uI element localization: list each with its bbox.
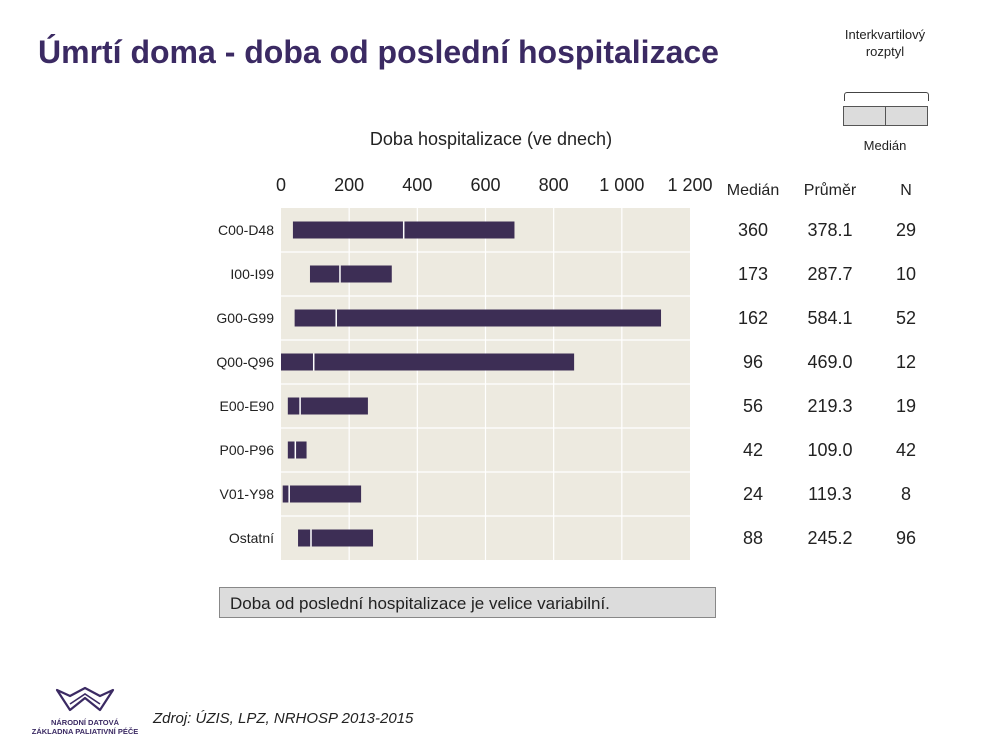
logo-icon [55,686,115,712]
stats-cell-mean: 287.7 [807,264,853,284]
stats-cell-n: 19 [895,396,917,416]
stats-cell-median: 162 [737,308,769,328]
logo: NÁRODNÍ DATOVÁ ZÁKLADNA PALIATIVNÍ PÉČE [30,684,140,744]
category-label: C00-D48 [218,222,274,238]
page-title: Úmrtí doma - doba od poslední hospitaliz… [38,34,719,70]
legend-median-label: Medián [863,138,907,153]
stats-cell-median: 24 [742,484,764,504]
logo-line2: ZÁKLADNA PALIATIVNÍ PÉČE [31,727,139,736]
logo-line1: NÁRODNÍ DATOVÁ [50,718,120,727]
stats-header-median: Medián [726,182,780,199]
stats-cell-n: 96 [895,528,917,548]
iqr-bar [281,353,575,371]
category-label: I00-I99 [230,266,274,282]
stats-cell-mean: 469.0 [807,352,853,372]
x-tick-label: 200 [334,175,364,195]
legend-iqr-label: Interkvartilový rozptyl [830,26,940,60]
source-note: Zdroj: ÚZIS, LPZ, NRHOSP 2013-2015 [153,710,414,727]
stats-cell-n: 12 [895,352,917,372]
stats-cell-n: 10 [895,264,917,284]
category-label: V01-Y98 [220,486,275,502]
x-tick-label: 0 [276,175,286,195]
legend-iqr-line2: rozptyl [865,44,905,59]
chart-legend: Interkvartilový rozptyl Medián [830,22,940,153]
category-label: Ostatní [229,530,274,546]
stats-cell-median: 96 [742,352,764,372]
x-tick-label: 400 [402,175,432,195]
x-tick-label: 600 [470,175,500,195]
stats-cell-n: 42 [895,440,917,460]
x-tick-label: 1 000 [599,175,644,195]
legend-bracket [844,92,929,101]
iqr-bar [294,309,662,327]
note-box: Doba od poslední hospitalizace je velice… [219,587,716,618]
category-label: Q00-Q96 [216,354,274,370]
x-tick-label: 800 [539,175,569,195]
iqr-bar [287,441,307,459]
stats-cell-mean: 219.3 [807,396,853,416]
stats-cell-median: 173 [737,264,769,284]
iqr-bar [282,485,362,503]
category-label: E00-E90 [220,398,275,414]
stats-header-n: N [900,182,912,199]
stats-cell-median: 42 [742,440,764,460]
stats-cell-n: 8 [900,484,911,504]
category-label: P00-P96 [220,442,275,458]
stats-cell-mean: 378.1 [807,220,853,240]
stats-cell-mean: 584.1 [807,308,853,328]
stats-cell-n: 52 [895,308,917,328]
stats-cell-mean: 245.2 [807,528,853,548]
stats-cell-median: 56 [742,396,764,416]
stats-cell-median: 360 [737,220,769,240]
stats-cell-mean: 119.3 [808,484,852,504]
iqr-bar [287,397,368,415]
chart-title: Doba hospitalizace (ve dnech) [370,129,612,149]
x-tick-label: 1 200 [667,175,712,195]
stats-cell-median: 88 [742,528,764,548]
legend-iqr-line1: Interkvartilový [844,27,926,42]
iqr-bar [309,265,392,283]
category-label: G00-G99 [216,310,274,326]
legend-median-line [885,106,886,126]
stats-cell-n: 29 [895,220,917,240]
stats-cell-mean: 109.0 [807,440,853,460]
iqr-bar [298,529,374,547]
stats-header-mean: Průměr [803,182,857,199]
logo-text: NÁRODNÍ DATOVÁ ZÁKLADNA PALIATIVNÍ PÉČE [30,718,140,736]
